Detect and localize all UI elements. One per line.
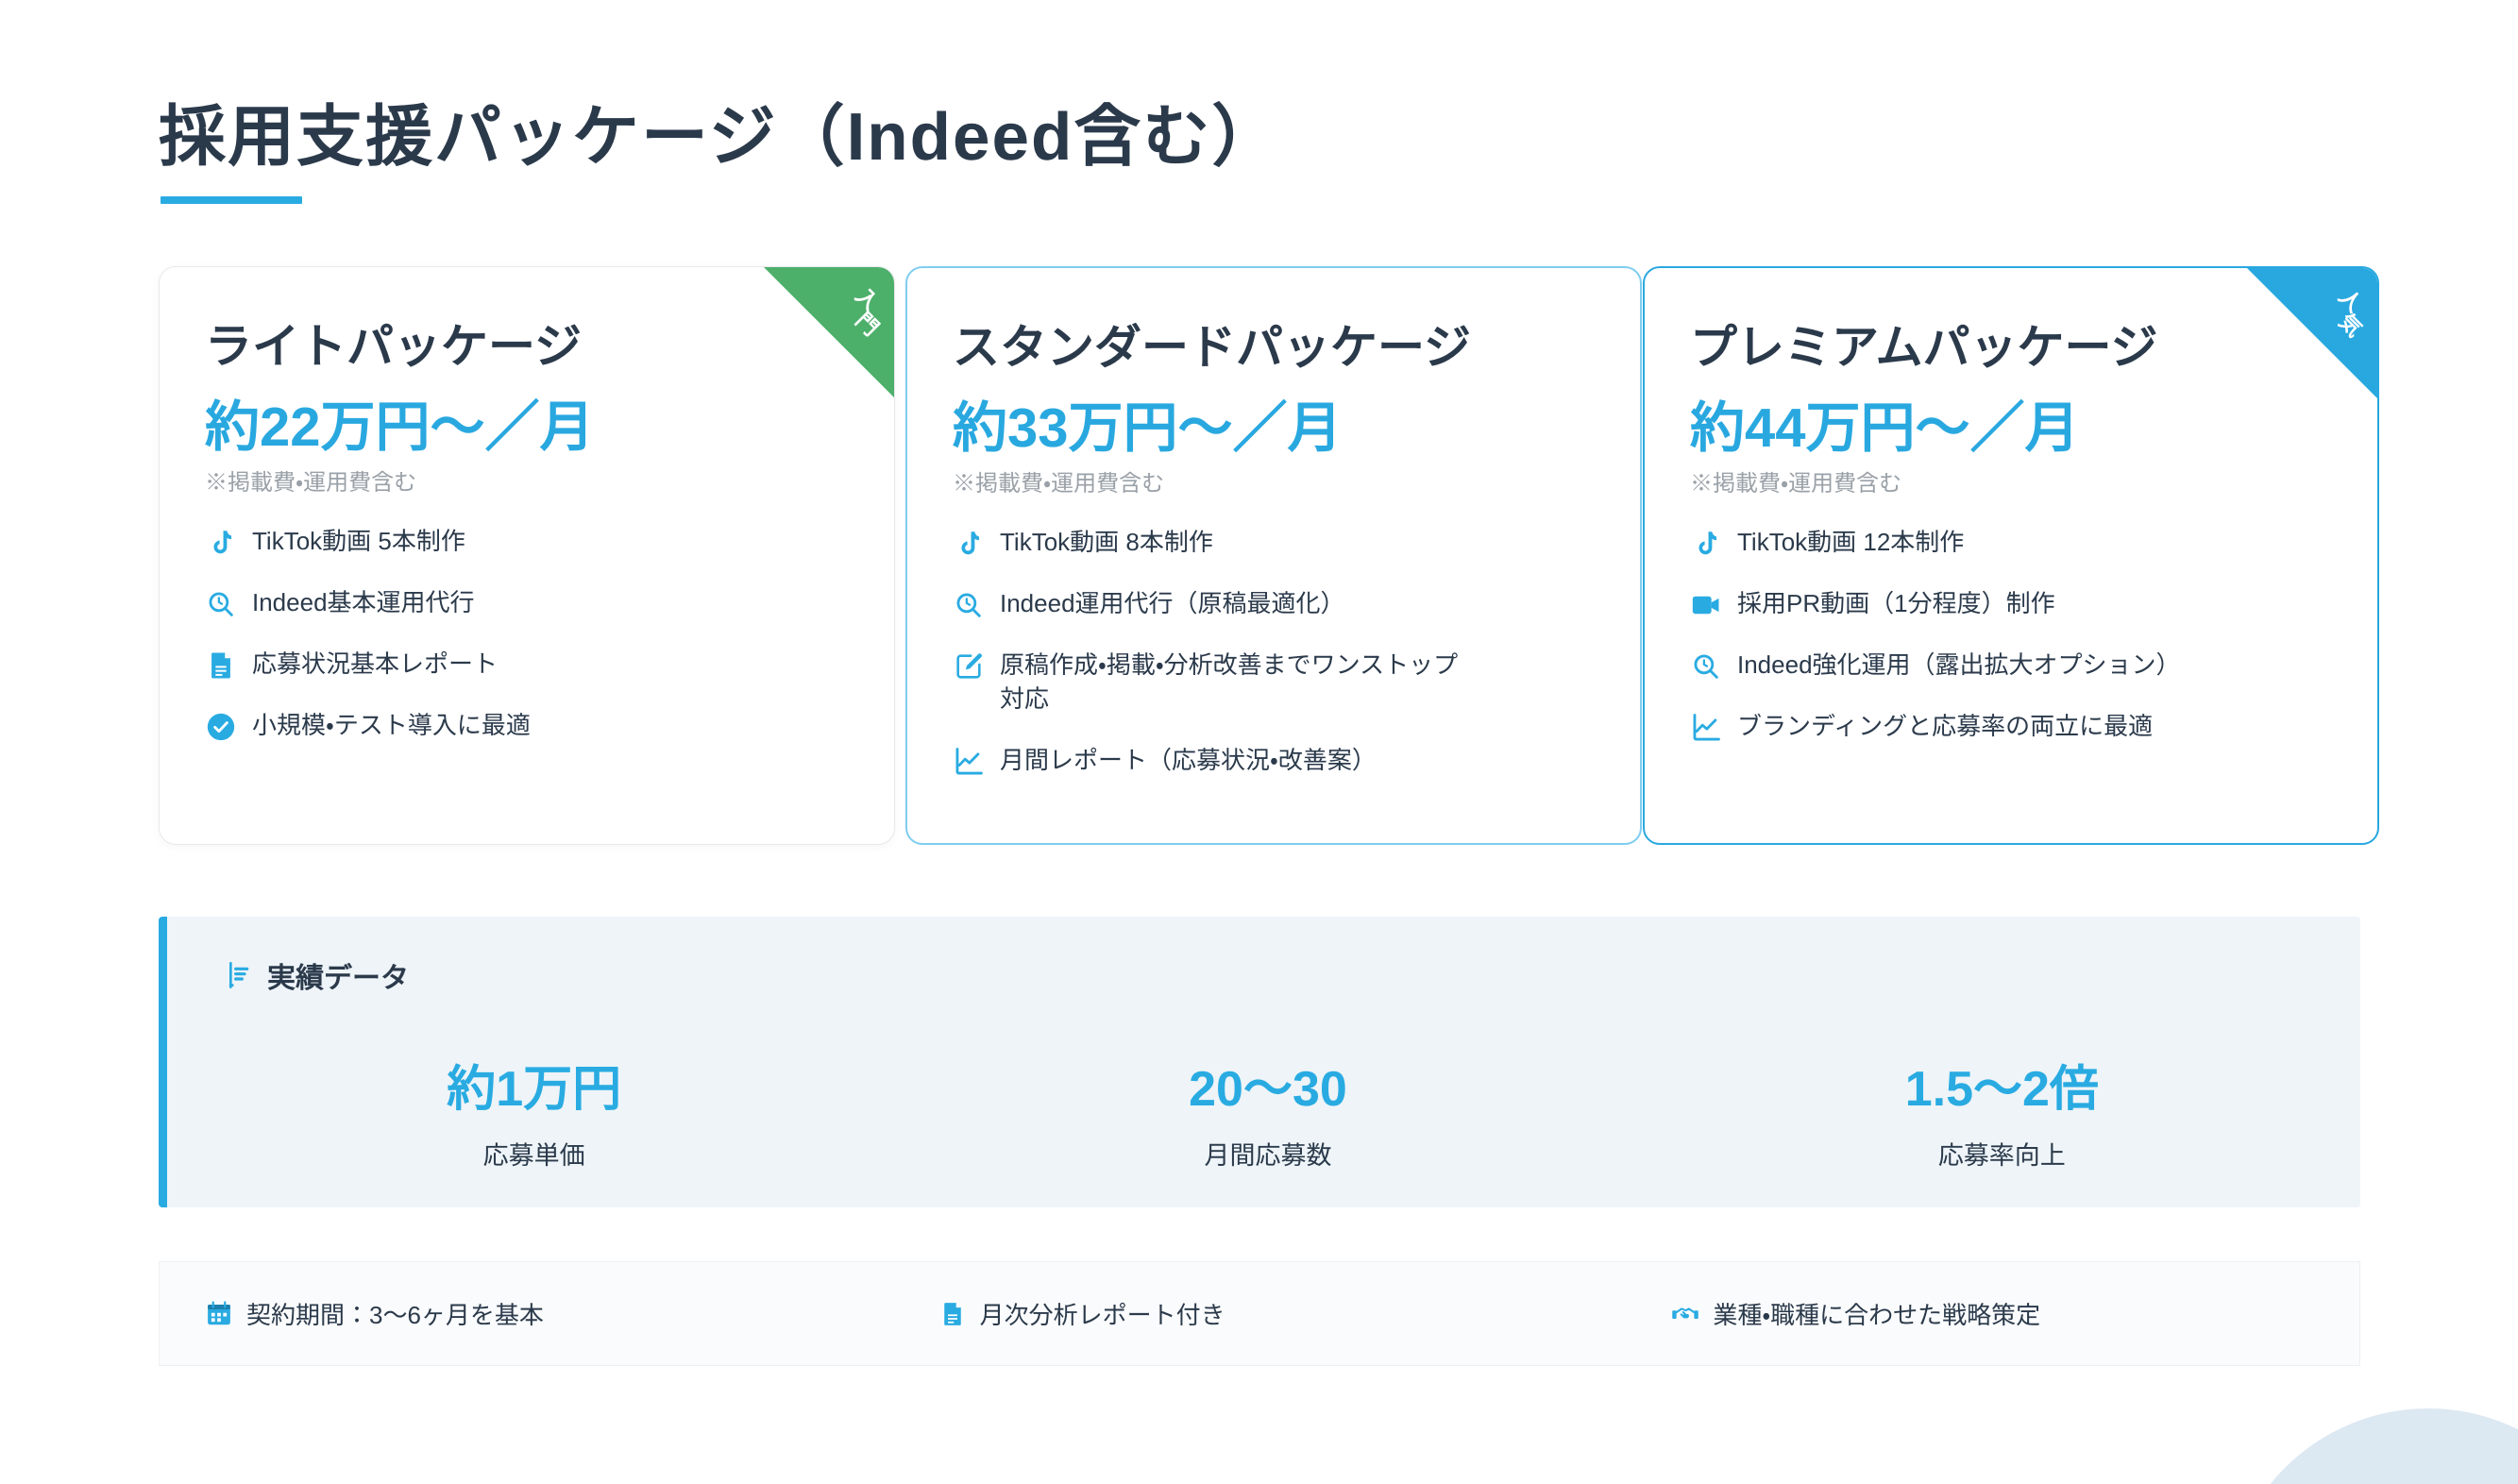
svg-text:気: 気 xyxy=(2334,309,2367,342)
svg-text:門: 門 xyxy=(851,308,884,341)
